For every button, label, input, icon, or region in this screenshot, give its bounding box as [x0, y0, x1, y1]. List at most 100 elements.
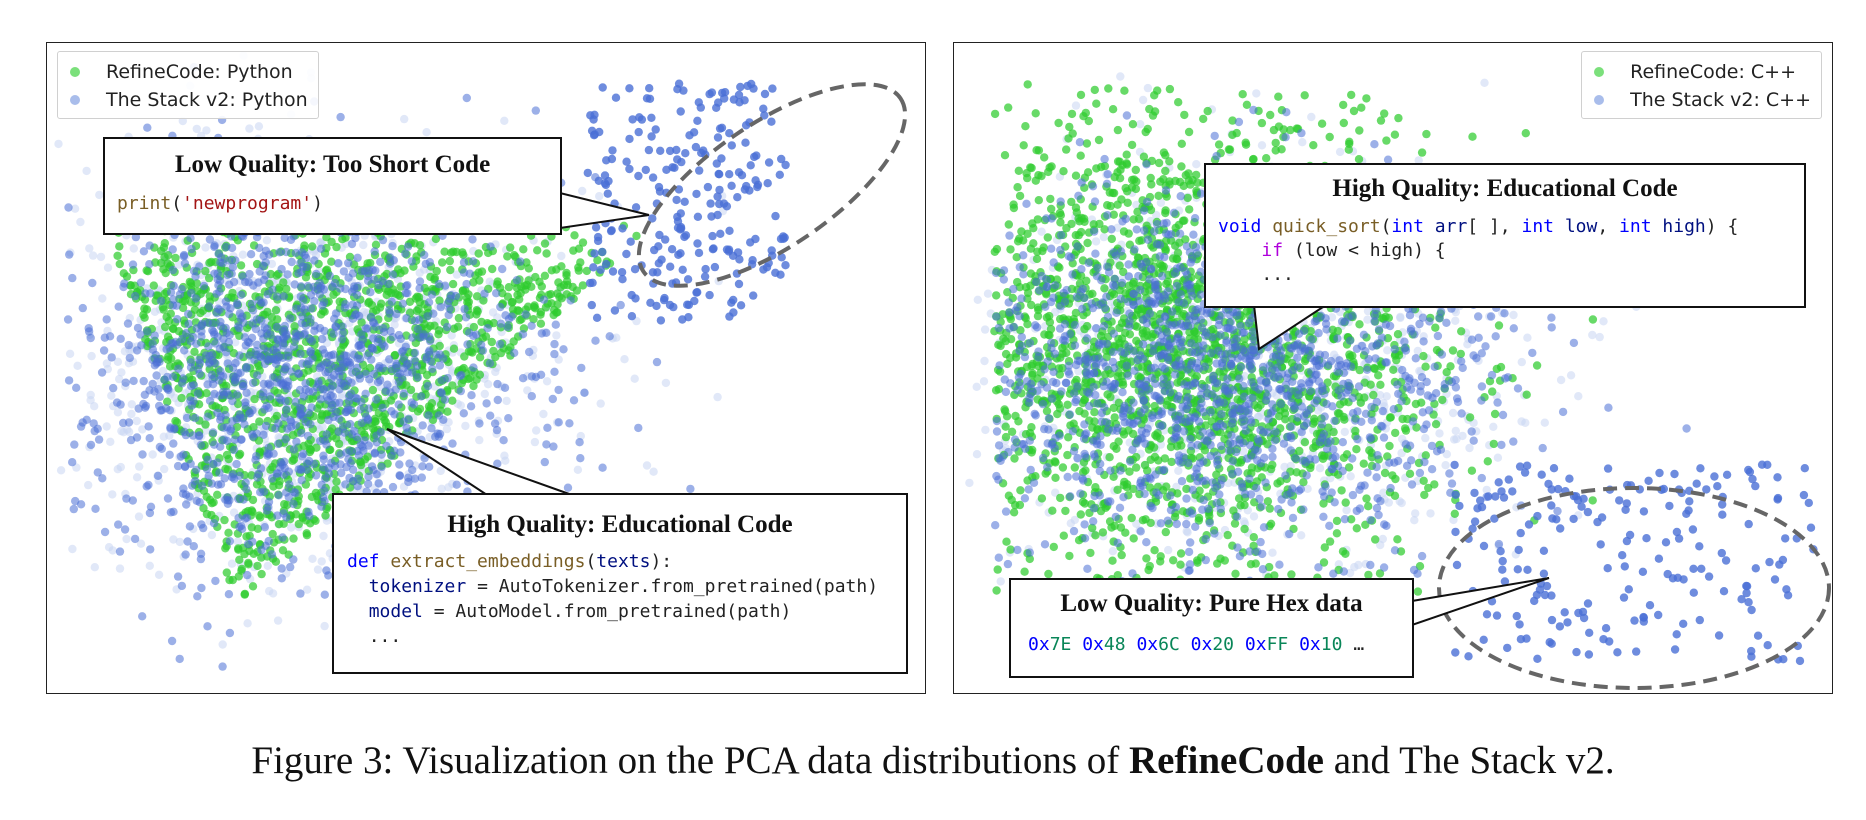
code-punct: ( — [171, 193, 183, 214]
stack-point — [122, 534, 131, 544]
refinecode-point — [1026, 244, 1036, 253]
stack-point — [275, 375, 284, 384]
stack-point — [727, 181, 736, 190]
stack-point — [710, 262, 720, 272]
refinecode-point — [1006, 245, 1015, 254]
stack-point — [166, 288, 176, 297]
refinecode-point — [561, 223, 571, 232]
stack-point — [673, 217, 683, 226]
stack-point — [324, 415, 333, 425]
refinecode-point — [305, 447, 314, 457]
stack-point — [462, 279, 471, 289]
stack-point — [229, 277, 239, 287]
stack-point — [338, 359, 348, 368]
stack-point — [203, 622, 212, 631]
stack-point — [382, 441, 391, 451]
stack-point — [319, 463, 328, 472]
stack-point — [693, 212, 703, 221]
stack-point — [604, 176, 613, 186]
stack-point — [115, 564, 125, 573]
stack-point — [516, 257, 525, 266]
stack-point — [353, 253, 362, 262]
stack-point — [358, 442, 367, 451]
stack-point — [337, 335, 347, 344]
stack-point — [169, 295, 178, 304]
stack-point — [238, 414, 248, 423]
stack-point — [611, 208, 621, 217]
stack-point — [610, 199, 619, 208]
stack-point — [192, 324, 201, 333]
stack-point — [469, 331, 478, 340]
stack-point — [297, 452, 307, 461]
stack-point — [220, 474, 229, 483]
stack-point — [282, 488, 291, 497]
refinecode-point — [1182, 484, 1191, 494]
stack-point — [598, 83, 607, 92]
refinecode-point — [368, 385, 378, 395]
stack-point — [495, 339, 505, 349]
stack-point — [204, 342, 213, 351]
stack-point — [214, 281, 223, 290]
stack-point — [194, 431, 204, 441]
stack-point — [268, 373, 278, 382]
refinecode-point — [533, 246, 542, 255]
stack-point — [496, 302, 505, 312]
stack-point — [668, 163, 677, 172]
stack-point — [588, 278, 597, 287]
stack-point — [234, 513, 243, 523]
stack-point — [1156, 198, 1166, 207]
stack-point — [302, 459, 311, 468]
stack-point — [1397, 448, 1406, 458]
stack-point — [186, 234, 195, 243]
refinecode-point — [990, 247, 999, 256]
stack-point — [322, 440, 331, 449]
stack-point — [713, 192, 722, 201]
stack-point — [242, 364, 251, 373]
callout-title: Low Quality: Too Short Code — [174, 151, 491, 178]
refinecode-point — [459, 363, 468, 373]
stack-point — [620, 355, 629, 364]
stack-point — [366, 288, 375, 297]
stack-point — [468, 257, 478, 266]
stack-point — [1307, 112, 1316, 122]
refinecode-point — [469, 278, 478, 287]
stack-point — [177, 581, 187, 591]
stack-point — [243, 619, 252, 628]
stack-point — [231, 373, 240, 382]
stack-point — [243, 540, 253, 549]
stack-point — [759, 104, 768, 113]
stack-point — [725, 226, 734, 235]
refinecode-point — [1203, 106, 1212, 116]
stack-point — [1465, 443, 1474, 453]
stack-point — [90, 563, 99, 572]
refinecode-point — [332, 477, 341, 486]
stack-point — [587, 300, 596, 310]
stack-point — [318, 345, 327, 354]
stack-point — [231, 338, 240, 347]
stack-point — [298, 312, 307, 321]
stack-point — [215, 344, 225, 353]
stack-point — [353, 482, 362, 491]
refinecode-point — [126, 281, 135, 290]
stack-point — [651, 125, 660, 134]
stack-point — [296, 292, 305, 301]
stack-point — [349, 465, 358, 474]
stack-point — [230, 435, 239, 444]
stack-point — [542, 440, 551, 449]
stack-point — [232, 299, 242, 308]
stack-point — [390, 446, 399, 455]
stack-point — [705, 290, 714, 300]
stack-point — [261, 421, 271, 431]
stack-point — [260, 523, 269, 532]
stack-point — [461, 421, 470, 431]
refinecode-point — [302, 529, 311, 538]
stack-point — [530, 437, 540, 447]
refinecode-point — [282, 284, 291, 294]
stack-point — [420, 454, 429, 463]
stack-point — [102, 422, 111, 431]
stack-point — [1566, 371, 1576, 380]
stack-point — [618, 224, 627, 233]
stack-point — [435, 350, 445, 359]
stack-point — [503, 322, 512, 331]
stack-point — [180, 259, 190, 268]
